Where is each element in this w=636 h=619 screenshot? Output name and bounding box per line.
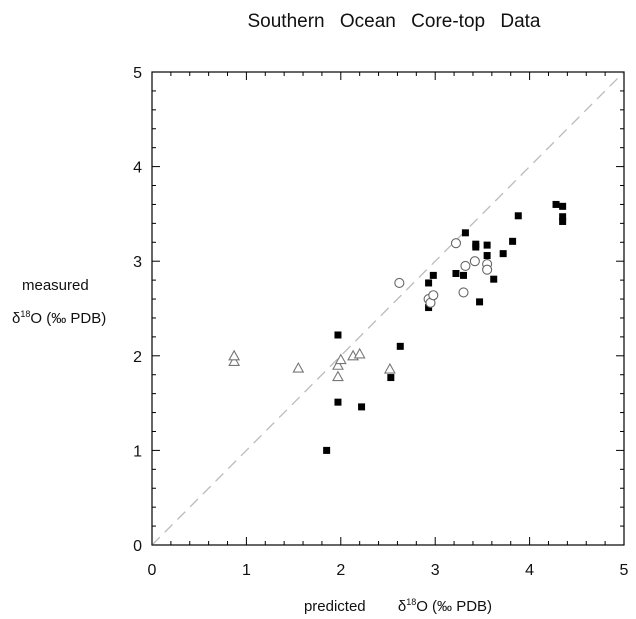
y-axis-label-superscript: 18 [20, 309, 30, 319]
data-point-open-circle [450, 238, 462, 249]
y-tick-label: 4 [133, 160, 142, 177]
x-axis-label: predicted δ18O (‰ PDB) [304, 597, 492, 615]
data-point-open-circle [469, 256, 480, 267]
data-point-filled-square [460, 271, 468, 279]
y-axis-label-suffix: O (‰ PDB) [30, 310, 106, 327]
data-point-filled-square [552, 200, 560, 208]
data-point-filled-square [559, 202, 567, 210]
data-point-filled-square [509, 237, 517, 245]
y-axis-label-line2: δ18O (‰ PDB) [12, 309, 106, 327]
data-point-filled-square [490, 275, 498, 283]
data-point-open-circle [460, 260, 471, 271]
data-point-filled-square [461, 229, 469, 237]
data-point-open-triangle [334, 353, 347, 365]
x-tick-label: 0 [148, 562, 157, 579]
data-point-filled-square [559, 217, 567, 225]
data-point-open-triangle [228, 355, 241, 367]
y-axis-ticks: 0 1 2 3 4 5 [133, 65, 624, 555]
data-point-filled-square [334, 331, 342, 339]
data-point-filled-square [323, 446, 331, 454]
x-axis-label-delta: δ [398, 598, 406, 615]
data-point-filled-square [387, 374, 395, 382]
y-tick-label: 2 [133, 349, 142, 366]
x-tick-label: 1 [242, 562, 251, 579]
data-point-filled-square [559, 213, 567, 221]
data-point-open-triangle [228, 349, 241, 361]
x-tick-label: 4 [525, 562, 534, 579]
data-point-filled-square [429, 271, 437, 279]
x-tick-label: 3 [431, 562, 440, 579]
data-point-filled-square [472, 243, 480, 251]
data-point-open-triangle [383, 362, 396, 374]
data-point-filled-square [425, 279, 433, 287]
data-point-open-circle [482, 264, 493, 275]
data-point-filled-square [396, 342, 404, 350]
data-point-filled-square [452, 269, 460, 277]
x-axis-label-suffix: O (‰ PDB) [416, 598, 492, 615]
x-axis-label-prefix: predicted [304, 598, 366, 615]
y-tick-label: 1 [133, 443, 142, 460]
data-point-open-triangle [332, 359, 344, 370]
one-to-one-reference-line [151, 71, 625, 546]
data-point-filled-square [334, 398, 342, 406]
x-tick-label: 5 [620, 562, 629, 579]
y-tick-label: 5 [133, 65, 142, 82]
data-point-open-circle [458, 287, 469, 298]
data-points [228, 200, 567, 454]
chart-title: Southern Ocean Core-top Data [248, 11, 541, 32]
x-axis-ticks: 0 1 2 3 4 5 [148, 72, 629, 579]
x-axis-label-superscript: 18 [406, 597, 416, 607]
data-point-filled-square [483, 252, 491, 260]
y-axis-label-delta: δ [12, 310, 20, 327]
data-point-filled-square [514, 212, 522, 220]
data-point-open-triangle [332, 370, 344, 382]
x-tick-label: 2 [336, 562, 345, 579]
data-point-filled-square [476, 298, 484, 306]
data-point-open-triangle [353, 347, 366, 359]
data-point-open-circle [428, 290, 439, 301]
data-point-filled-square [483, 241, 491, 249]
data-point-open-circle [394, 277, 405, 289]
plot-frame [151, 71, 625, 546]
data-point-filled-square [425, 304, 433, 312]
data-point-filled-square [358, 403, 366, 411]
y-axis-label-line1: measured [22, 277, 89, 294]
data-point-open-triangle [292, 361, 305, 373]
y-tick-label: 0 [133, 538, 142, 555]
y-tick-label: 3 [133, 254, 142, 271]
data-point-filled-square [499, 250, 507, 258]
